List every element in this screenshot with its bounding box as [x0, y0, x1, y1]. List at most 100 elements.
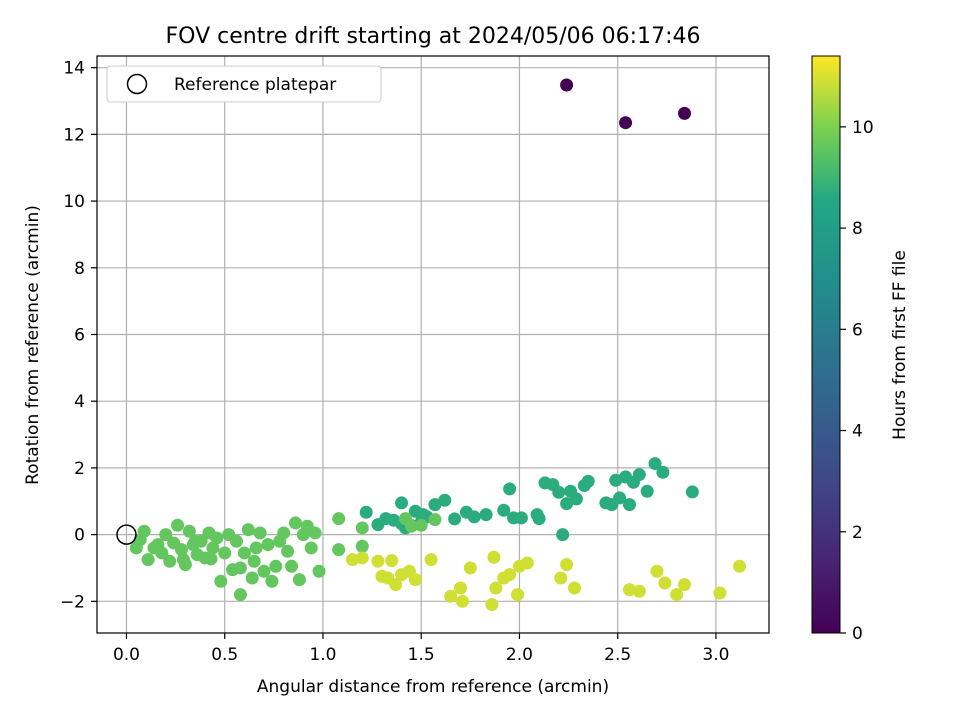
data-point	[261, 538, 275, 552]
data-point	[345, 553, 359, 567]
data-point	[171, 518, 185, 532]
y-tick-label: 6	[74, 325, 85, 345]
data-point	[463, 561, 477, 575]
data-point	[359, 505, 373, 519]
y-axis-label: Rotation from reference (arcmin)	[23, 205, 43, 485]
y-tick-label: −2	[60, 592, 85, 612]
data-point	[581, 474, 595, 488]
data-point	[448, 512, 462, 526]
data-point	[678, 578, 692, 592]
colorbar-ticks: 0 2 4 6 8 10	[840, 118, 874, 644]
data-point	[159, 528, 173, 542]
data-point	[424, 553, 438, 567]
data-point	[622, 498, 636, 512]
data-point	[218, 546, 232, 560]
data-point	[438, 493, 452, 507]
data-point	[487, 550, 501, 564]
data-point	[247, 554, 261, 568]
data-point	[428, 513, 442, 527]
x-axis-ticks: 0.0 0.5 1.0 1.5 2.0 2.5 3.0	[113, 633, 729, 665]
y-tick-label: 10	[63, 192, 85, 212]
data-point	[265, 574, 279, 588]
data-point	[241, 523, 255, 537]
y-tick-label: 12	[63, 125, 85, 145]
data-point	[622, 583, 636, 597]
data-point	[395, 496, 409, 510]
data-point	[257, 564, 271, 578]
data-point	[188, 534, 202, 548]
data-point	[428, 498, 442, 512]
data-point	[455, 594, 469, 608]
data-point	[398, 512, 412, 526]
data-point	[713, 586, 727, 600]
y-tick-label: 14	[63, 59, 85, 79]
data-point	[214, 574, 228, 588]
data-point	[503, 568, 517, 582]
data-point	[389, 578, 403, 592]
legend: Reference platepar	[106, 65, 382, 103]
data-point	[650, 564, 664, 578]
data-point	[648, 457, 662, 471]
data-point	[640, 484, 654, 498]
data-point	[560, 558, 574, 572]
data-point	[632, 584, 646, 598]
data-point	[685, 485, 699, 499]
y-axis-ticks: −2 0 2 4 6 8 10 12 14	[60, 59, 97, 612]
data-point	[560, 497, 574, 511]
data-point	[237, 546, 251, 560]
colorbar-tick-label: 8	[852, 219, 863, 239]
data-point	[230, 534, 244, 548]
data-point	[656, 465, 670, 479]
data-point	[182, 524, 196, 538]
data-point	[467, 510, 481, 524]
data-point	[479, 508, 493, 522]
data-point	[371, 554, 385, 568]
y-tick-label: 8	[74, 259, 85, 279]
data-point	[174, 543, 188, 557]
data-point	[503, 482, 517, 496]
data-point	[609, 473, 623, 487]
data-point	[552, 485, 566, 499]
legend-marker	[126, 73, 148, 95]
data-point	[204, 552, 218, 566]
data-point	[514, 511, 528, 525]
x-axis-label: Angular distance from reference (arcmin)	[257, 677, 609, 697]
data-point	[137, 524, 151, 538]
legend-label: Reference platepar	[174, 75, 336, 95]
x-tick-label: 2.0	[506, 645, 533, 665]
data-point	[292, 573, 306, 587]
data-point	[658, 576, 672, 590]
data-point	[249, 541, 263, 555]
data-point	[308, 526, 322, 540]
data-point	[371, 518, 385, 532]
data-point	[613, 491, 627, 505]
x-tick-label: 0.0	[113, 645, 140, 665]
data-point	[489, 581, 503, 595]
data-point	[454, 581, 468, 595]
data-point	[733, 559, 747, 573]
data-point	[312, 564, 326, 578]
data-point	[532, 512, 546, 526]
legend-box	[106, 65, 382, 103]
data-point	[206, 541, 220, 555]
data-point	[632, 468, 646, 482]
data-point	[332, 512, 346, 526]
data-point	[670, 588, 684, 602]
data-point	[510, 588, 524, 602]
data-point	[233, 561, 247, 575]
colorbar-label: Hours from first FF file	[890, 250, 910, 440]
data-point	[269, 559, 283, 573]
data-point	[163, 554, 177, 568]
data-point	[245, 571, 259, 585]
data-point	[304, 541, 318, 555]
colorbar-tick-label: 2	[852, 523, 863, 543]
data-point	[233, 588, 247, 602]
data-point	[569, 492, 583, 506]
x-tick-label: 1.0	[309, 645, 336, 665]
colorbar-tick-label: 6	[852, 320, 863, 340]
plot-frame	[96, 55, 770, 634]
colorbar-tick-label: 10	[852, 118, 874, 138]
data-point	[210, 531, 224, 545]
data-point	[285, 559, 299, 573]
